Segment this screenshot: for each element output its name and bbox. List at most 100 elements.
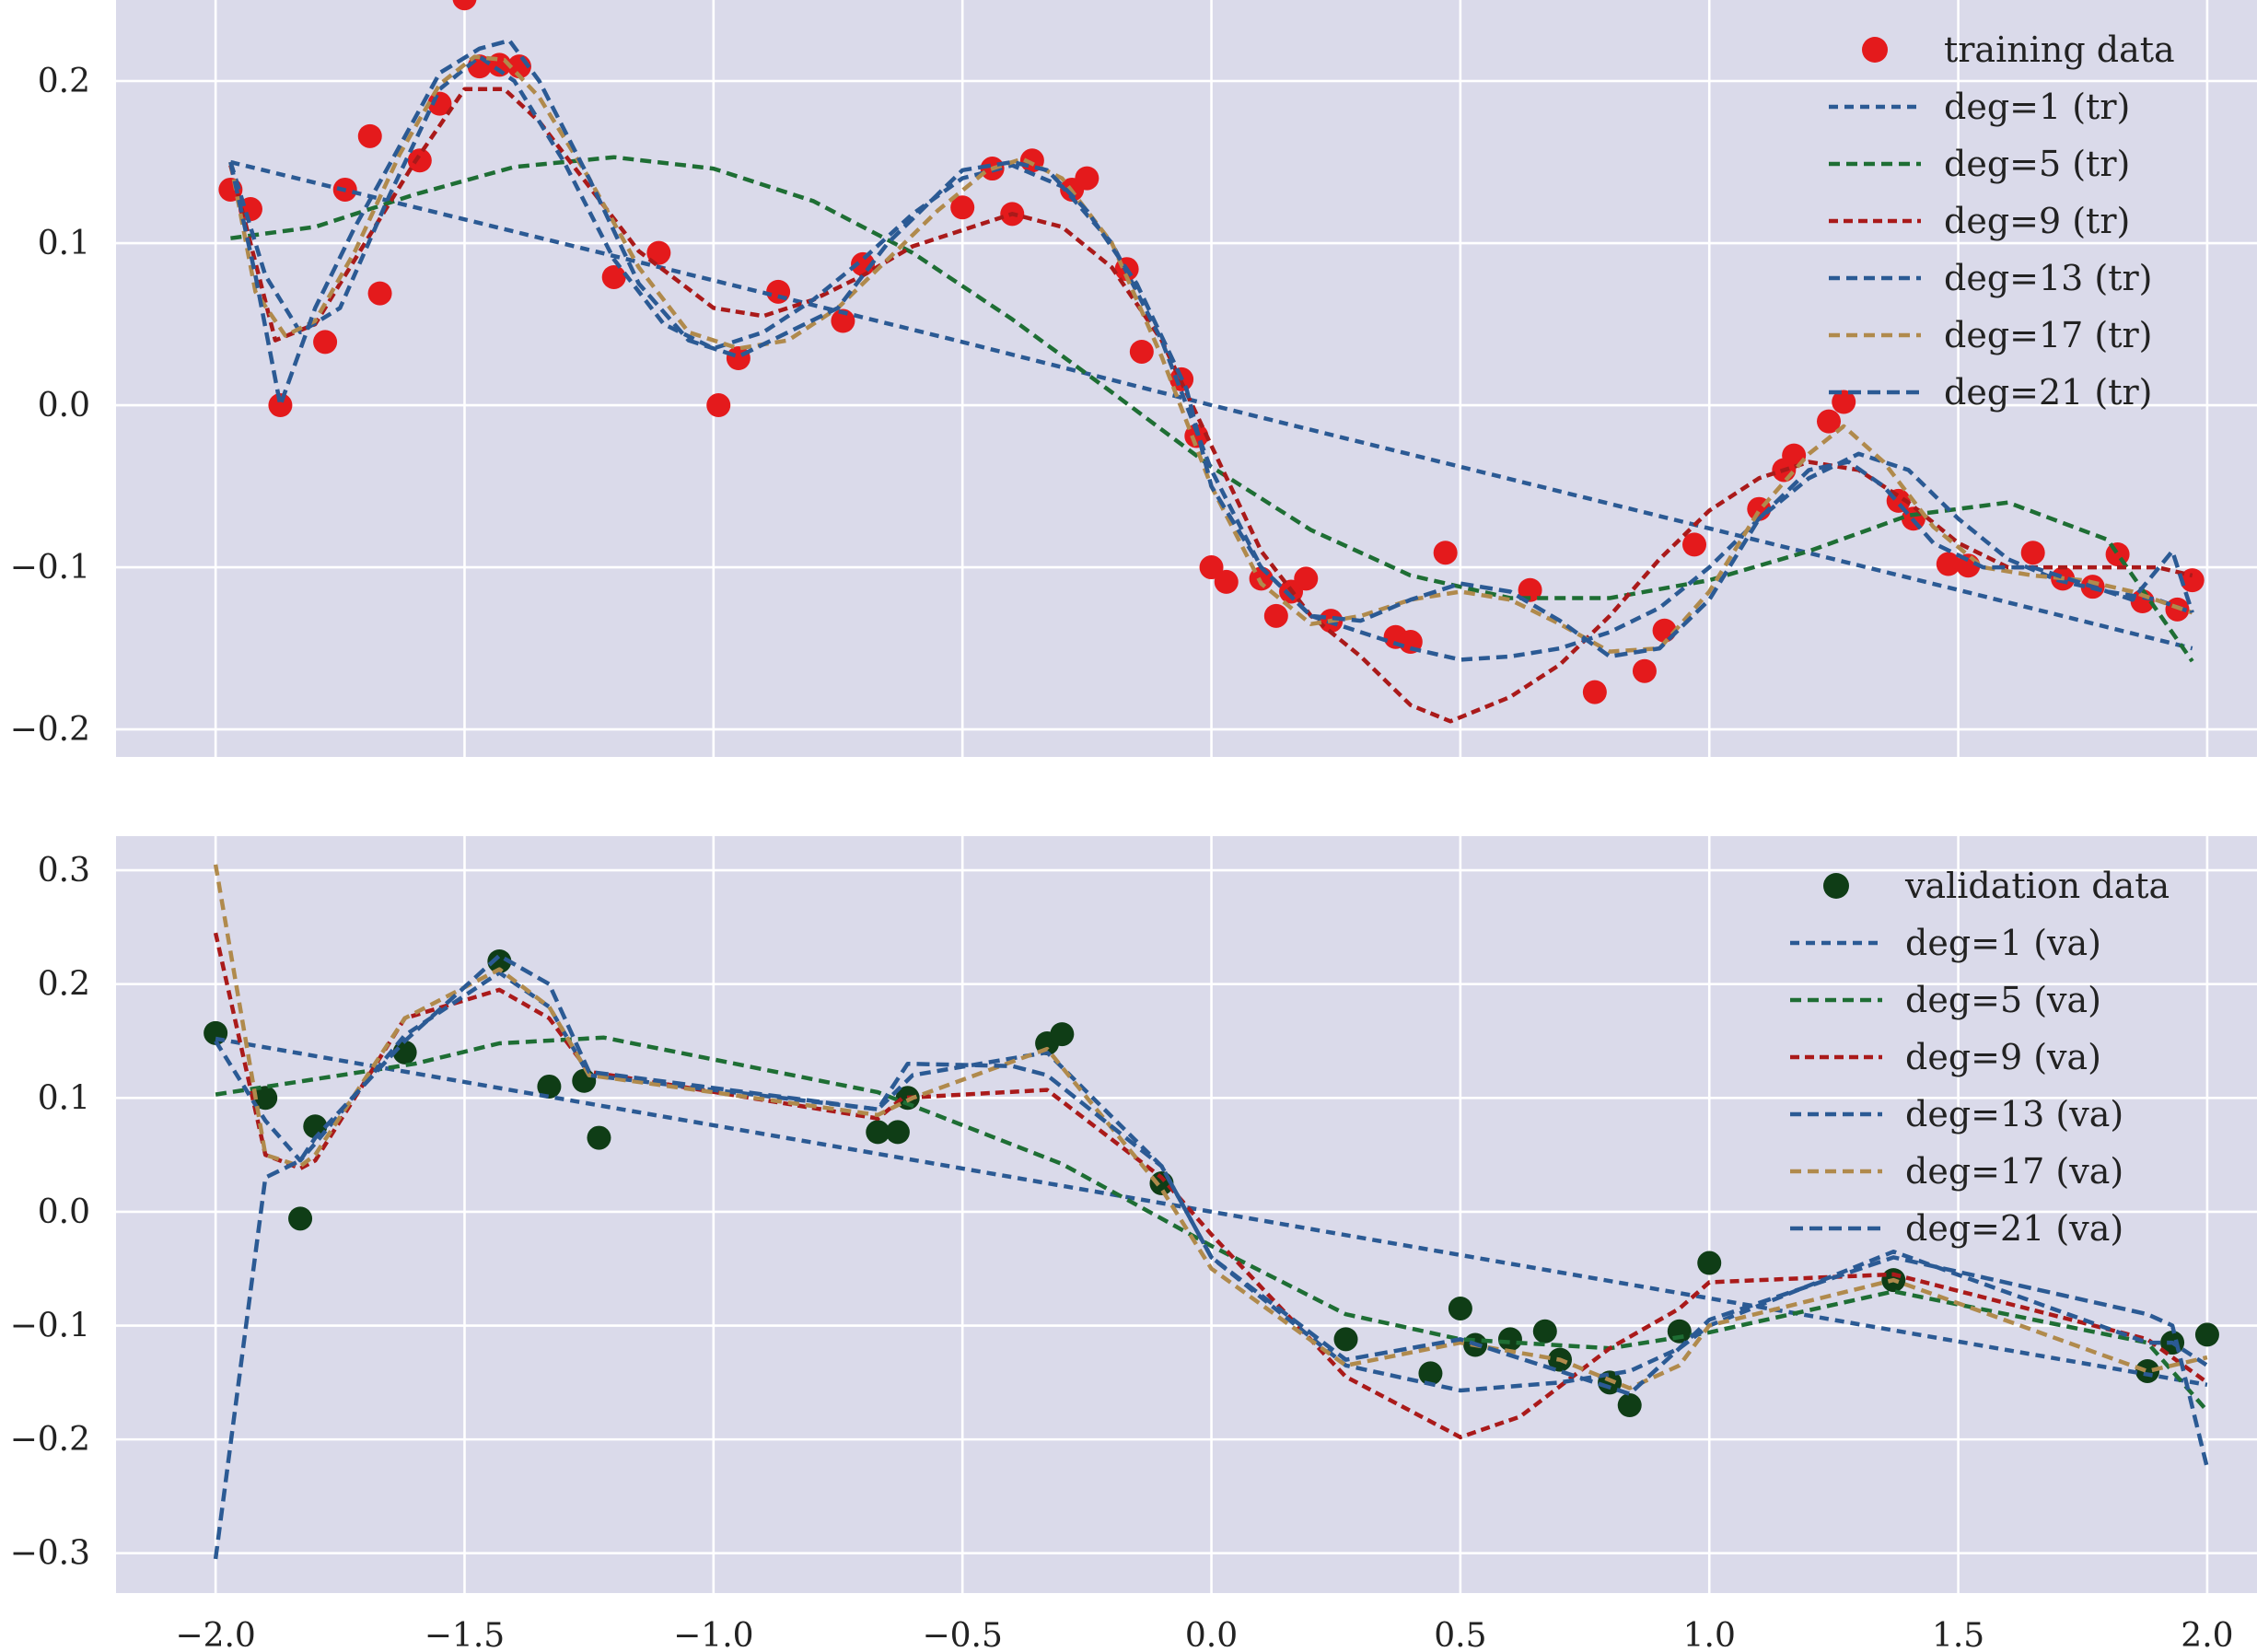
legend-label: deg=21 (tr) xyxy=(1944,372,2153,413)
data-point xyxy=(587,1125,611,1150)
xtick-label: 1.0 xyxy=(1683,1617,1736,1652)
xtick-label: 1.5 xyxy=(1932,1617,1984,1652)
data-point xyxy=(866,1120,890,1145)
legend-label: deg=13 (tr) xyxy=(1944,258,2153,298)
data-point xyxy=(537,1074,562,1099)
data-point xyxy=(1617,1393,1642,1418)
grid-top xyxy=(116,0,2257,757)
data-point xyxy=(1214,569,1239,594)
data-point xyxy=(367,281,392,306)
legend-label: deg=17 (va) xyxy=(1905,1151,2123,1192)
legend-label: deg=9 (va) xyxy=(1905,1037,2101,1077)
data-point xyxy=(2194,1322,2219,1347)
data-point xyxy=(1129,339,1154,364)
plot-content-bottom xyxy=(204,864,2219,1560)
series-line-2 xyxy=(230,155,2194,663)
legend-marker xyxy=(1823,873,1849,899)
data-point xyxy=(1817,409,1841,434)
series-line-1 xyxy=(229,159,2193,651)
legend-label: validation data xyxy=(1904,866,2170,906)
legend-label: deg=1 (tr) xyxy=(1944,87,2130,127)
legend-top: training data deg=1 (tr) deg=5 (tr) deg=9 (… xyxy=(1829,29,2175,413)
ytick-label: 0.2 xyxy=(38,63,90,100)
legend-label: deg=5 (tr) xyxy=(1944,144,2130,184)
data-point xyxy=(288,1206,313,1231)
series-line-6 xyxy=(213,953,2210,1560)
ytick-label: −0.3 xyxy=(10,1535,90,1573)
data-point xyxy=(1294,566,1319,591)
data-point xyxy=(1632,658,1657,683)
grid-bottom xyxy=(116,836,2257,1593)
data-point xyxy=(1433,541,1458,565)
panel-bottom: −0.3 −0.2 −0.1 0.0 0.1 0.2 0.3 −2.0 −1.5 −1.0 −0.5… xyxy=(10,836,2257,1652)
data-point xyxy=(1682,532,1707,557)
xtick-label: −1.5 xyxy=(425,1617,505,1652)
data-point xyxy=(1448,1296,1472,1320)
data-point xyxy=(1532,1319,1557,1344)
xtick-label: −1.0 xyxy=(673,1617,753,1652)
data-point xyxy=(950,195,975,220)
data-point xyxy=(1667,1319,1692,1344)
data-point xyxy=(407,148,432,173)
data-point xyxy=(1263,603,1288,628)
data-point xyxy=(601,264,626,289)
data-point xyxy=(706,393,731,418)
data-point xyxy=(253,1086,278,1111)
panel-top: −0.2 −0.1 0.0 0.1 0.2 training data deg=1 (tr)… xyxy=(10,0,2257,757)
ytick-label: 0.2 xyxy=(38,966,90,1004)
series-line-3 xyxy=(213,932,2209,1439)
data-point xyxy=(766,279,791,304)
legend-label: deg=9 (tr) xyxy=(1944,201,2130,241)
data-point xyxy=(572,1068,597,1093)
data-point xyxy=(1697,1251,1722,1275)
xtick-label: −2.0 xyxy=(175,1617,255,1652)
legend-label: deg=13 (va) xyxy=(1905,1094,2123,1134)
series-line-5 xyxy=(213,864,2208,1390)
data-point xyxy=(452,0,477,11)
legend-marker xyxy=(1862,37,1888,63)
data-point xyxy=(313,330,338,355)
data-point xyxy=(487,948,512,973)
ytick-label: −0.2 xyxy=(10,1421,90,1459)
data-point xyxy=(1582,680,1607,704)
ytick-label: 0.3 xyxy=(38,852,90,890)
legend-label: deg=5 (va) xyxy=(1905,980,2101,1020)
ytick-label: −0.1 xyxy=(10,1308,90,1345)
data-point xyxy=(2020,541,2045,565)
data-point xyxy=(1050,1022,1075,1047)
data-point xyxy=(1418,1361,1443,1386)
data-point xyxy=(392,1040,417,1064)
data-point xyxy=(1333,1327,1358,1352)
data-point xyxy=(2135,1358,2160,1383)
data-point xyxy=(1936,552,1960,576)
legend-label: deg=1 (va) xyxy=(1905,923,2101,963)
data-point xyxy=(268,393,293,418)
legend-bottom: validation data deg=1 (va) deg=5 (va) deg=9… xyxy=(1790,866,2170,1249)
data-point xyxy=(1199,555,1224,580)
data-point xyxy=(357,123,382,148)
data-point xyxy=(726,345,750,370)
ytick-label: −0.2 xyxy=(10,711,90,749)
data-point xyxy=(885,1120,910,1145)
xtick-label: 0.0 xyxy=(1185,1617,1238,1652)
plot-content-top xyxy=(218,0,2205,724)
ytick-label: 0.1 xyxy=(38,1079,90,1117)
data-point xyxy=(2180,568,2205,593)
data-point xyxy=(646,240,671,265)
data-point xyxy=(1075,166,1099,191)
ytick-label: −0.1 xyxy=(10,549,90,587)
data-point xyxy=(1832,390,1856,414)
data-point xyxy=(831,308,855,333)
series-line-1 xyxy=(215,1036,2208,1388)
legend-label: training data xyxy=(1944,29,2175,70)
legend-label: deg=17 (tr) xyxy=(1944,315,2153,355)
data-point xyxy=(1518,577,1542,602)
ytick-label: 0.0 xyxy=(38,387,90,425)
xtick-label: 2.0 xyxy=(2181,1617,2233,1652)
ytick-label: 0.0 xyxy=(38,1193,90,1231)
data-point xyxy=(1497,1327,1522,1352)
xtick-label: −0.5 xyxy=(922,1617,1002,1652)
legend-label: deg=21 (va) xyxy=(1905,1208,2123,1249)
series-line-6 xyxy=(228,38,2194,659)
